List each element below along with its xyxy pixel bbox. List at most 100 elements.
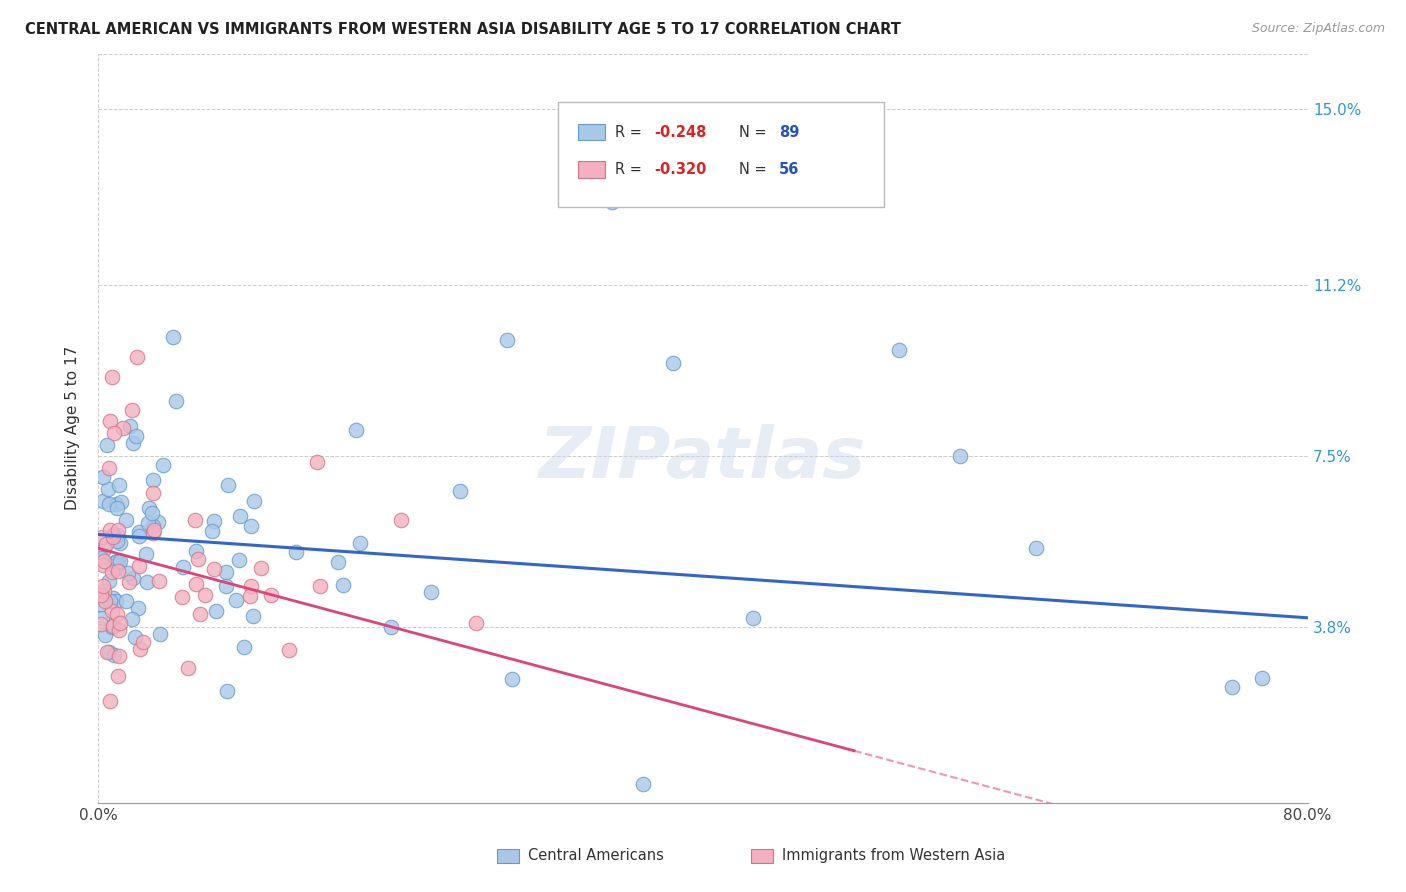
Point: [94, 537, 117, 551]
Point: [91, 530, 114, 544]
Point: [117, 566, 139, 581]
Point: [107, 501, 129, 516]
Point: [107, 564, 129, 578]
Point: [465, 615, 488, 630]
Point: [741, 611, 763, 625]
Point: [128, 558, 150, 573]
Point: [449, 484, 471, 499]
Point: [108, 536, 131, 550]
Point: [98, 414, 121, 428]
Point: [108, 623, 131, 637]
Point: [142, 485, 165, 500]
Point: [90, 551, 112, 566]
Point: [125, 428, 148, 442]
Point: [101, 370, 124, 384]
Point: [602, 194, 624, 209]
Point: [101, 619, 124, 633]
Text: N =: N =: [740, 162, 772, 178]
Point: [115, 593, 138, 607]
Point: [105, 593, 128, 607]
Point: [108, 648, 131, 663]
Point: [121, 402, 143, 417]
Point: [240, 519, 263, 533]
Point: [889, 343, 911, 357]
Point: [122, 571, 145, 585]
Point: [110, 615, 132, 630]
Point: [125, 350, 148, 364]
Point: [146, 515, 169, 529]
Point: [118, 575, 141, 590]
Point: [105, 497, 128, 511]
Point: [332, 578, 354, 592]
Point: [128, 529, 150, 543]
Point: [142, 518, 165, 533]
Text: N =: N =: [740, 125, 772, 140]
Point: [250, 560, 273, 574]
Point: [142, 525, 165, 540]
Point: [240, 579, 263, 593]
Point: [101, 528, 124, 542]
Point: [105, 607, 128, 622]
Point: [128, 525, 150, 540]
Point: [215, 565, 238, 579]
Point: [187, 552, 209, 566]
Point: [152, 458, 174, 472]
Point: [172, 560, 194, 574]
Point: [176, 661, 198, 675]
Point: [141, 507, 163, 521]
Point: [115, 513, 138, 527]
Point: [97, 460, 120, 475]
Point: [103, 530, 125, 544]
Point: [100, 620, 122, 634]
Point: [104, 555, 127, 569]
Point: [107, 523, 129, 537]
Point: [93, 542, 115, 557]
Point: [149, 627, 172, 641]
Point: [186, 577, 208, 591]
Text: R =: R =: [614, 125, 647, 140]
Point: [142, 524, 165, 538]
Point: [94, 594, 117, 608]
Point: [239, 589, 262, 603]
Point: [103, 425, 125, 440]
Point: [495, 333, 517, 347]
Text: 89: 89: [779, 125, 800, 140]
Point: [105, 528, 128, 542]
Point: [1024, 541, 1046, 556]
Point: [98, 497, 121, 511]
Point: [170, 590, 193, 604]
Point: [98, 574, 121, 589]
Point: [103, 558, 125, 572]
Bar: [751, 849, 773, 863]
Point: [90, 617, 112, 632]
Point: [188, 607, 211, 621]
Text: ZIPatlas: ZIPatlas: [540, 424, 866, 492]
Text: Immigrants from Western Asia: Immigrants from Western Asia: [782, 847, 1005, 863]
Point: [138, 500, 160, 515]
Point: [217, 478, 239, 492]
Text: CENTRAL AMERICAN VS IMMIGRANTS FROM WESTERN ASIA DISABILITY AGE 5 TO 17 CORRELAT: CENTRAL AMERICAN VS IMMIGRANTS FROM WEST…: [25, 22, 901, 37]
Point: [98, 693, 121, 707]
Point: [184, 544, 207, 558]
Point: [96, 438, 118, 452]
Point: [100, 523, 122, 537]
Point: [91, 579, 114, 593]
Text: R =: R =: [614, 162, 647, 178]
Bar: [578, 161, 605, 178]
Point: [389, 513, 412, 527]
Bar: [498, 849, 519, 863]
Point: [107, 554, 129, 568]
Point: [349, 536, 371, 550]
Point: [101, 565, 124, 579]
Point: [98, 645, 121, 659]
Point: [162, 330, 184, 344]
Text: -0.320: -0.320: [655, 162, 707, 178]
Point: [193, 588, 215, 602]
Point: [135, 575, 157, 590]
Point: [201, 524, 224, 539]
Text: 56: 56: [779, 162, 800, 178]
Point: [96, 645, 118, 659]
Point: [91, 494, 114, 508]
Point: [1220, 680, 1243, 694]
Point: [215, 579, 238, 593]
